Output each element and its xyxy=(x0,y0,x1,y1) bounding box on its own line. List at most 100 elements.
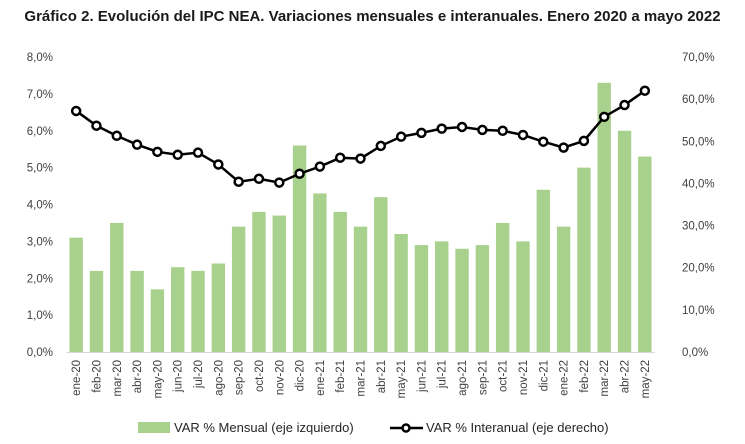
line-marker xyxy=(233,176,244,187)
line-marker xyxy=(294,168,305,179)
left-tick-label: 8,0% xyxy=(27,52,53,64)
line-marker xyxy=(497,125,508,136)
x-tick-label: ago-20 xyxy=(213,360,225,396)
line-marker xyxy=(416,127,427,139)
x-tick-label: oct-21 xyxy=(498,360,510,392)
line-marker xyxy=(192,147,204,158)
right-tick-label: 10,0% xyxy=(682,305,715,317)
bar xyxy=(414,245,429,352)
x-tick-label: mar-20 xyxy=(112,360,124,396)
line-marker xyxy=(517,129,529,141)
left-tick-label: 7,0% xyxy=(27,89,53,101)
left-tick-label: 4,0% xyxy=(27,200,53,212)
x-tick-label: mar-22 xyxy=(599,360,611,396)
right-tick-label: 30,0% xyxy=(682,221,715,233)
bar xyxy=(536,189,550,352)
line-series xyxy=(70,85,651,188)
bar xyxy=(69,237,83,352)
x-tick-label: ene-20 xyxy=(71,360,83,396)
bar xyxy=(435,241,449,352)
line-marker xyxy=(395,131,407,142)
line-marker xyxy=(578,135,590,147)
bar xyxy=(617,130,632,352)
bar xyxy=(313,193,327,352)
x-tick-label: dic-21 xyxy=(538,360,550,391)
x-tick-label: feb-20 xyxy=(91,360,103,393)
line-marker xyxy=(558,142,569,153)
x-tick-label: abr-22 xyxy=(620,360,632,393)
line-marker xyxy=(314,161,326,172)
bar xyxy=(374,197,388,352)
x-tick-label: ago-21 xyxy=(457,360,469,396)
bar xyxy=(211,263,226,352)
legend-bar-swatch xyxy=(138,422,170,433)
right-axis-ticks: 0,0% 10,0% 20,0% 30,0% 40,0% 50,0% 60,0% 70,0% xyxy=(682,52,715,359)
right-tick-label: 20,0% xyxy=(682,263,715,275)
bar xyxy=(638,156,652,352)
x-axis-ticks: ene-20 feb-20 mar-20 abr-20 may-20 jun-20 jul-… xyxy=(71,360,652,398)
right-tick-label: 70,0% xyxy=(682,52,715,64)
left-tick-label: 6,0% xyxy=(27,126,53,138)
x-tick-label: ene-21 xyxy=(315,360,327,396)
bar xyxy=(516,241,530,352)
line-marker xyxy=(70,105,82,117)
line-marker xyxy=(355,153,366,164)
legend-line-marker xyxy=(401,423,411,433)
bar xyxy=(475,245,490,352)
bar xyxy=(171,267,185,352)
bar xyxy=(252,211,266,352)
line-marker xyxy=(152,146,163,158)
x-tick-label: feb-21 xyxy=(335,360,347,393)
line-marker xyxy=(477,124,488,136)
line-marker xyxy=(456,121,468,133)
bar xyxy=(333,211,347,352)
x-tick-label: may-21 xyxy=(396,360,408,398)
bar xyxy=(556,226,571,352)
x-tick-label: may-20 xyxy=(152,360,164,398)
line-marker xyxy=(375,140,387,152)
x-tick-label: jul-21 xyxy=(437,360,449,389)
bar-series xyxy=(69,82,652,352)
legend-bar-label: VAR % Mensual (eje izquierdo) xyxy=(174,420,354,435)
line-marker xyxy=(131,139,143,150)
x-tick-label: dic-20 xyxy=(295,360,307,391)
x-tick-label: sep-21 xyxy=(477,360,489,395)
x-tick-label: abr-21 xyxy=(376,360,388,393)
left-tick-label: 5,0% xyxy=(27,163,53,175)
bar xyxy=(89,270,104,352)
chart-title: Gráfico 2. Evolución del IPC NEA. Variac… xyxy=(24,8,721,25)
line-path xyxy=(75,89,646,184)
line-marker xyxy=(274,177,285,188)
bar xyxy=(110,222,124,352)
bar xyxy=(272,215,286,352)
x-tick-label: abr-20 xyxy=(132,360,144,393)
bar xyxy=(577,167,591,352)
x-tick-label: nov-21 xyxy=(518,360,530,395)
line-marker xyxy=(436,123,447,134)
line-marker xyxy=(639,85,651,96)
line-marker xyxy=(598,111,610,123)
x-tick-label: jul-20 xyxy=(193,360,205,389)
right-tick-label: 60,0% xyxy=(682,94,715,106)
left-axis-ticks: 0,0% 1,0% 2,0% 3,0% 4,0% 5,0% 6,0% 7,0% 8,0% xyxy=(27,52,53,359)
line-marker xyxy=(538,136,549,147)
left-tick-label: 0,0% xyxy=(27,347,53,359)
left-tick-label: 1,0% xyxy=(27,310,53,322)
x-tick-label: oct-20 xyxy=(254,360,266,392)
line-marker xyxy=(172,149,183,161)
x-tick-label: feb-22 xyxy=(579,360,591,393)
line-marker xyxy=(111,130,123,142)
left-tick-label: 3,0% xyxy=(27,236,53,248)
bar xyxy=(292,145,307,352)
bar xyxy=(597,82,611,352)
right-tick-label: 50,0% xyxy=(682,136,715,148)
bar xyxy=(130,270,144,352)
x-tick-label: ene-22 xyxy=(559,360,571,396)
legend-line-label: VAR % Interanual (eje derecho) xyxy=(426,420,609,435)
right-tick-label: 0,0% xyxy=(682,347,708,359)
line-marker xyxy=(213,159,224,170)
right-tick-label: 40,0% xyxy=(682,178,715,190)
line-marker xyxy=(91,120,102,131)
bar xyxy=(191,270,205,352)
